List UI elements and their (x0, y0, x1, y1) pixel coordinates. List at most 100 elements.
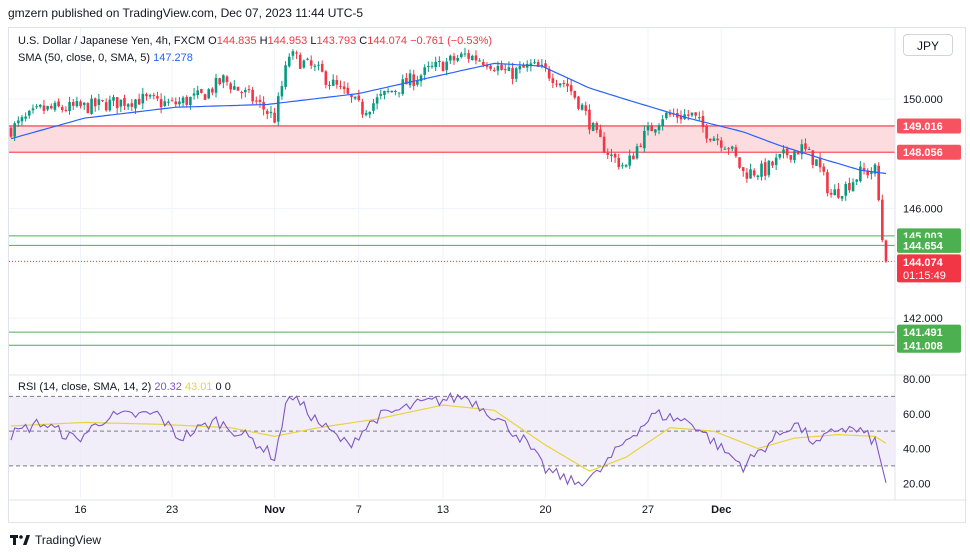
price-badge-support (897, 337, 961, 353)
candle-body (339, 86, 342, 88)
candle-body (101, 99, 104, 101)
candle-body (489, 65, 492, 69)
candle-body (427, 66, 430, 68)
candle-body (287, 56, 291, 67)
candle-body (68, 102, 71, 112)
candle-body (60, 107, 64, 111)
candle-body (756, 175, 760, 177)
time-tick-label: 7 (356, 504, 362, 516)
candle-body (705, 126, 708, 139)
candle-body (222, 75, 225, 83)
candle-body (75, 101, 79, 107)
candle-body (423, 67, 427, 75)
sma-value: 147.278 (153, 52, 193, 64)
candle-body (456, 57, 459, 61)
candle-body (207, 89, 210, 99)
candle-body (361, 101, 364, 115)
candle-body (599, 129, 602, 138)
time-tick-label: 20 (539, 504, 551, 516)
candle-body (624, 165, 628, 167)
candle-body (800, 144, 804, 155)
candle-body (17, 120, 20, 124)
candle-body (855, 179, 859, 182)
candle-body (342, 86, 346, 90)
candle-body (738, 157, 741, 168)
candle-body (258, 99, 262, 102)
candle-body (163, 101, 167, 106)
candle-body (687, 114, 690, 116)
change-value: −0.761 (−0.53%) (410, 35, 493, 47)
candle-body (174, 101, 178, 105)
candle-body (126, 104, 130, 107)
chart-svg[interactable]: 150.000 146.000 142.000 80.00 60.00 40.00 20.0… (9, 28, 967, 524)
candle-body (189, 96, 192, 106)
candle-body (826, 172, 829, 194)
candle-body (514, 68, 518, 79)
candle-body (822, 166, 826, 172)
candle-body (496, 65, 500, 71)
candle-body (20, 117, 24, 122)
candle-body (79, 101, 82, 107)
candle-body (474, 55, 478, 61)
candle-body (134, 99, 137, 109)
candle-body (481, 61, 485, 65)
candle-body (661, 119, 664, 127)
price-badge-support (897, 237, 961, 253)
candle-body (269, 111, 273, 114)
candle-body (844, 184, 848, 196)
candle-body (635, 146, 639, 159)
candle-body (602, 136, 606, 153)
candle-body (862, 168, 866, 171)
price-tick-label: 150.000 (903, 94, 943, 106)
candle-body (265, 110, 269, 114)
candle-body (760, 163, 763, 177)
candle-body (566, 83, 569, 87)
rsi-label: RSI (14, close, SMA, 14, 2) (18, 381, 152, 393)
price-badge-label: 144.074 (903, 257, 944, 269)
candle-body (763, 162, 767, 176)
candle-body (276, 96, 280, 122)
rsi-tick-label: 40.00 (903, 444, 931, 456)
candle-body (254, 100, 258, 102)
low-label: L (310, 35, 317, 47)
candle-body (112, 97, 115, 101)
candle-body (449, 55, 452, 61)
sma-line (10, 62, 887, 175)
candle-body (511, 67, 514, 79)
candle-body (97, 99, 101, 105)
rsi-extra1: 0 (215, 381, 222, 393)
candle-body (657, 125, 661, 131)
candle-body (774, 157, 778, 166)
candle-body (679, 116, 683, 120)
candle-body (595, 123, 599, 131)
candle-body (156, 96, 159, 99)
footer: TradingView (10, 531, 101, 549)
candle-body (229, 83, 232, 90)
candle-body (375, 97, 379, 104)
candle-body (811, 150, 815, 165)
candle-body (782, 149, 785, 154)
candle-body (646, 125, 650, 131)
candle-body (866, 170, 869, 176)
currency-button[interactable]: JPY (903, 34, 953, 56)
candle-body (298, 54, 302, 69)
candle-body (668, 113, 672, 115)
candle-body (251, 89, 254, 102)
candle-body (617, 157, 621, 168)
candle-body (445, 61, 448, 71)
candle-body (467, 53, 470, 59)
candle-body (284, 65, 287, 87)
candle-body (697, 117, 701, 119)
chart-frame: 150.000 146.000 142.000 80.00 60.00 40.00 20.0… (8, 27, 967, 524)
candle-body (148, 95, 152, 97)
candle-body (558, 83, 562, 86)
candle-body (64, 109, 68, 111)
candle-body (665, 112, 668, 119)
candle-body (218, 78, 221, 85)
candle-body (108, 99, 112, 111)
candle-body (196, 90, 200, 96)
candle-body (123, 98, 126, 106)
candle-body (650, 125, 653, 132)
candle-body (500, 64, 503, 70)
price-tick-label: 142.000 (903, 313, 943, 325)
